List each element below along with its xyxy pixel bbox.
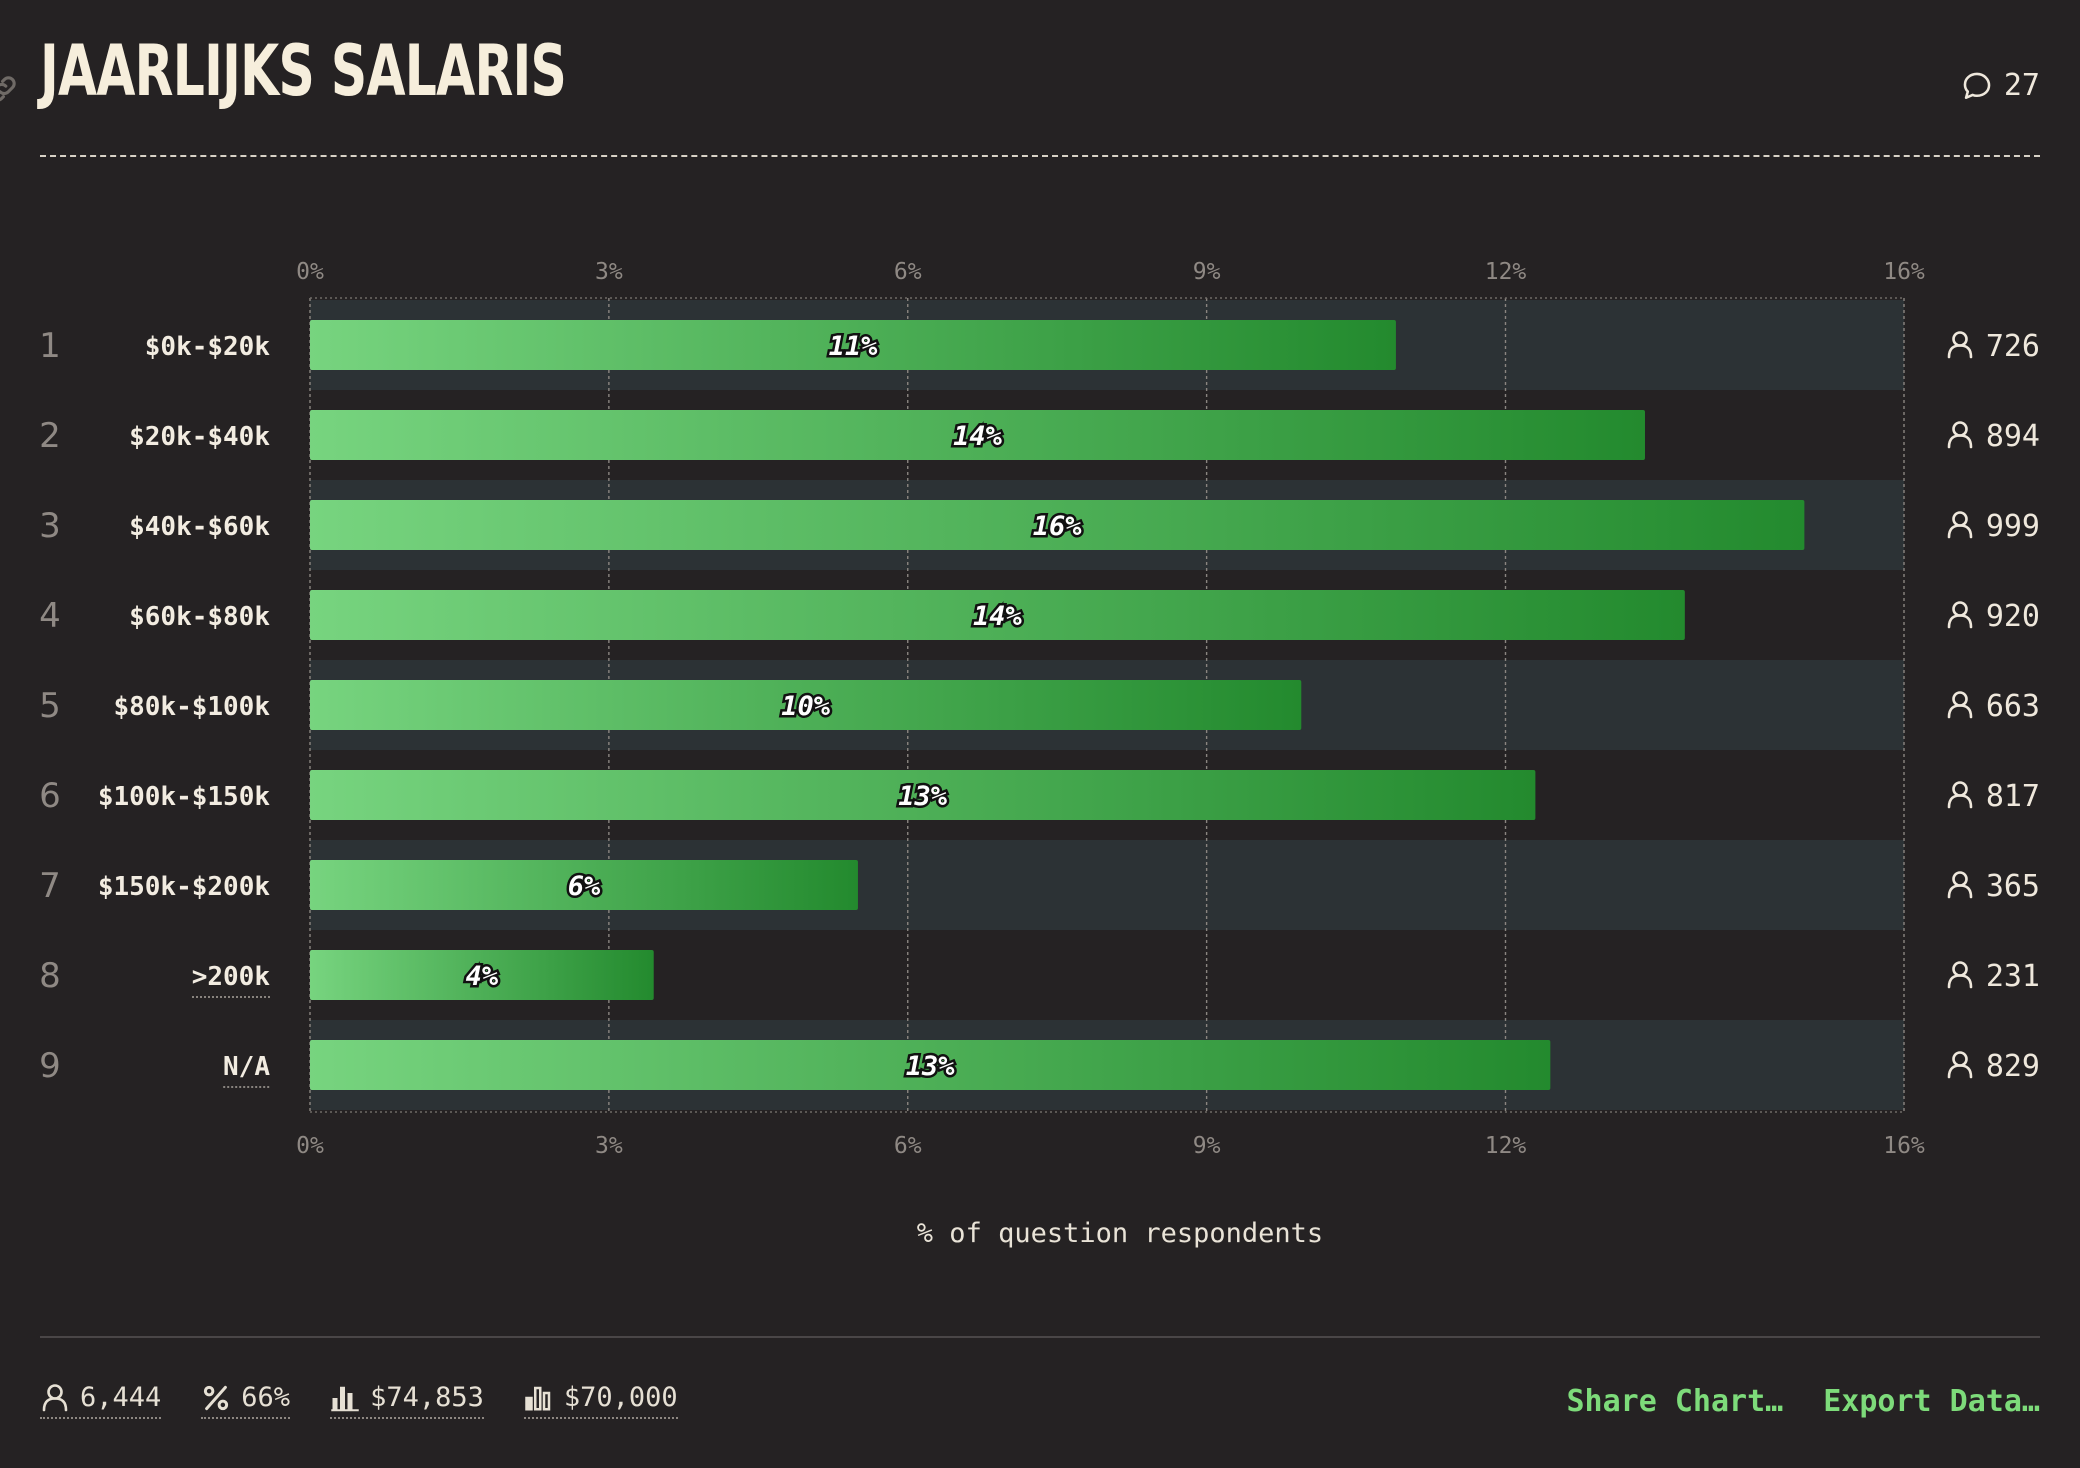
share-chart-button[interactable]: Share Chart… (1566, 1384, 1784, 1419)
comment-icon (1963, 72, 1991, 99)
respondent-count: 663 (1986, 689, 2040, 724)
rank-number: 2 (39, 416, 61, 456)
category-label: $40k-$60k (129, 512, 270, 542)
x-tick-label-bottom: 0% (296, 1133, 324, 1159)
respondent-count: 829 (1986, 1049, 2040, 1084)
bar-value-label: 11% (829, 331, 879, 362)
x-tick-label-bottom: 16% (1883, 1133, 1925, 1159)
rank-number: 8 (39, 956, 61, 996)
bar-value-label: 10% (781, 691, 831, 722)
summary-stats: 6,444 66% $74,853 $70,000 (40, 1382, 678, 1419)
person-icon (1947, 331, 1973, 359)
category-label: $80k-$100k (113, 692, 270, 722)
category-label: $100k-$150k (98, 782, 271, 812)
stat-respondents[interactable]: 6,444 (40, 1382, 162, 1419)
bar[interactable] (310, 1040, 1551, 1090)
person-icon (1947, 961, 1973, 989)
person-icon (1947, 421, 1973, 449)
x-tick-label-top: 16% (1883, 259, 1925, 285)
respondent-count: 365 (1986, 869, 2040, 904)
page-title: JAARLIJKS SALARIS (40, 30, 567, 112)
title-divider (40, 155, 2040, 157)
person-icon (1947, 781, 1973, 809)
bar-value-label: 13% (906, 1051, 956, 1082)
category-label: $0k-$20k (145, 332, 271, 362)
person-icon (1947, 691, 1973, 719)
category-label: $20k-$40k (129, 422, 270, 452)
respondent-count: 231 (1986, 959, 2040, 994)
x-axis-title: % of question respondents (916, 1218, 1324, 1249)
rank-number: 5 (39, 686, 61, 726)
category-label: N/A (223, 1052, 270, 1082)
x-tick-label-top: 12% (1485, 259, 1527, 285)
salary-bar-chart: 11% 14% 16% 14% 10% 13% 6% 4% 13% 0% 0% 3% 3% 6% 6% 9%… (39, 259, 2040, 1159)
respondent-count: 817 (1986, 779, 2040, 814)
rank-number: 4 (39, 596, 61, 636)
rank-number: 9 (39, 1046, 61, 1086)
comments-button[interactable]: 27 (1960, 68, 2040, 103)
x-tick-label-top: 0% (296, 259, 324, 285)
comment-count: 27 (2003, 68, 2040, 103)
category-label: >200k (192, 962, 271, 992)
bar[interactable] (310, 680, 1302, 730)
x-tick-label-bottom: 6% (894, 1133, 922, 1159)
chart-actions: Share Chart… Export Data… (1567, 1384, 2041, 1419)
rank-number: 1 (39, 326, 61, 366)
category-label: $150k-$200k (98, 872, 271, 902)
person-icon (42, 1383, 68, 1411)
person-icon (1947, 1051, 1973, 1079)
export-data-button[interactable]: Export Data… (1823, 1384, 2040, 1419)
respondent-count: 999 (1986, 509, 2040, 544)
person-icon (1947, 511, 1973, 539)
category-label: $60k-$80k (129, 602, 270, 632)
bar[interactable] (310, 590, 1685, 640)
x-tick-label-bottom: 9% (1193, 1133, 1221, 1159)
bar-value-label: 16% (1033, 511, 1083, 542)
bar-value-label: 6% (568, 871, 601, 902)
person-icon (1947, 601, 1973, 629)
percent-icon (204, 1385, 229, 1410)
x-tick-label-top: 9% (1193, 259, 1221, 285)
bar-value-label: 13% (898, 781, 948, 812)
bar[interactable] (310, 770, 1536, 820)
rank-number: 3 (39, 506, 61, 546)
bar-value-label: 14% (953, 421, 1003, 452)
footer-divider (40, 1336, 2040, 1338)
x-tick-label-top: 3% (595, 259, 623, 285)
link-icon[interactable] (0, 72, 20, 106)
bar[interactable] (310, 950, 654, 1000)
bar-value-label: 14% (973, 601, 1023, 632)
stat-average[interactable]: $74,853 (330, 1382, 484, 1419)
person-icon (1947, 871, 1973, 899)
x-tick-label-bottom: 12% (1485, 1133, 1527, 1159)
respondent-count: 726 (1986, 329, 2040, 364)
stat-median[interactable]: $70,000 (523, 1382, 678, 1419)
bar[interactable] (310, 860, 858, 910)
x-tick-label-top: 6% (894, 259, 922, 285)
bar-value-label: 4% (466, 961, 499, 992)
rank-number: 7 (39, 866, 61, 906)
median-bars-icon (525, 1386, 551, 1410)
x-tick-label-bottom: 3% (595, 1133, 623, 1159)
rank-number: 6 (39, 776, 61, 816)
respondent-count: 894 (1986, 419, 2040, 454)
stat-percentage[interactable]: 66% (201, 1382, 291, 1419)
respondent-count: 920 (1986, 599, 2040, 634)
bar[interactable] (310, 500, 1805, 550)
average-bars-icon (331, 1386, 359, 1411)
bar[interactable] (310, 320, 1396, 370)
bar[interactable] (310, 410, 1645, 460)
